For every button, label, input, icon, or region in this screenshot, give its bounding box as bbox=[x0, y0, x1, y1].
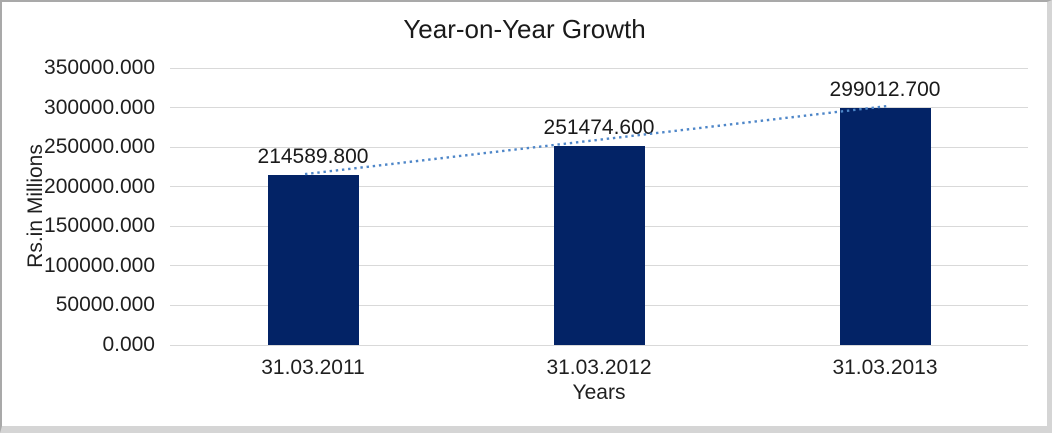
x-axis-tick-label: 31.03.2013 bbox=[832, 356, 938, 379]
y-axis-tick-label: 50000.000 bbox=[55, 293, 155, 317]
bar bbox=[839, 108, 931, 345]
y-axis-tick-label: 100000.000 bbox=[44, 253, 155, 277]
x-axis-title: Years bbox=[572, 381, 626, 404]
y-axis-title: Rs.in Millions bbox=[24, 144, 47, 268]
data-label: 251474.600 bbox=[543, 115, 655, 139]
trendline bbox=[304, 104, 891, 176]
y-axis-tick-label: 250000.000 bbox=[44, 135, 155, 159]
y-axis-tick-label: 150000.000 bbox=[44, 214, 155, 238]
data-label: 214589.800 bbox=[257, 145, 369, 169]
bar bbox=[267, 175, 359, 345]
bar bbox=[553, 145, 645, 345]
x-axis-tick-label: 31.03.2011 bbox=[261, 356, 365, 379]
y-axis-tick-label: 0.000 bbox=[102, 333, 155, 356]
gridline bbox=[170, 107, 1028, 109]
chart-title: Year-on-Year Growth bbox=[403, 14, 646, 44]
y-axis-tick-label: 200000.000 bbox=[44, 174, 155, 198]
data-label: 299012.700 bbox=[829, 78, 941, 102]
plot-area: 0.000 50000.000 100000.000 150000.000 200000… bbox=[44, 56, 1028, 379]
gridline bbox=[170, 344, 1028, 346]
x-axis-tick-label: 31.03.2012 bbox=[546, 356, 652, 379]
y-axis-tick-label: 300000.000 bbox=[44, 95, 155, 119]
gridline bbox=[170, 67, 1028, 69]
y-axis-tick-label: 350000.000 bbox=[44, 56, 155, 79]
